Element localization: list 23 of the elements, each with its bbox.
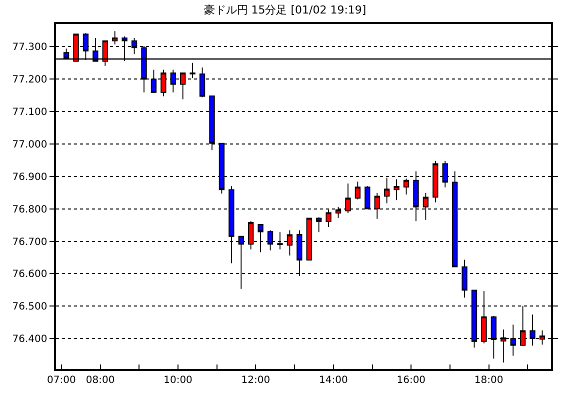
y-tick-label: 76.500 bbox=[12, 302, 48, 313]
y-tick-label: 76.800 bbox=[12, 204, 48, 216]
x-tick-label: 10:00 bbox=[164, 374, 192, 386]
y-tick-label: 76.700 bbox=[12, 236, 48, 248]
y-tick-label: 77.200 bbox=[12, 74, 48, 86]
y-tick-label: 76.900 bbox=[12, 172, 48, 183]
y-tick-label: 77.000 bbox=[12, 139, 48, 150]
y-tick-label: 77.100 bbox=[12, 107, 48, 118]
y-tick-label: 77.300 bbox=[12, 42, 48, 54]
x-tick-label: 12:00 bbox=[241, 374, 270, 386]
x-tick-label: 07:00 bbox=[47, 374, 76, 386]
x-tick-label: 18:00 bbox=[474, 374, 504, 386]
y-tick-label: 76.400 bbox=[12, 334, 48, 346]
x-tick-label: 14:00 bbox=[319, 374, 348, 386]
candlestick bbox=[112, 30, 118, 45]
x-tick-label: 08:00 bbox=[86, 374, 115, 386]
chart-title: 豪ドル円 15分足 [01/02 19:19] bbox=[204, 4, 366, 17]
candlestick bbox=[316, 216, 322, 233]
x-tick-label: 16:00 bbox=[396, 374, 426, 386]
candlestick bbox=[190, 62, 196, 79]
candlestick bbox=[394, 178, 400, 201]
candlestick bbox=[354, 181, 361, 200]
y-tick-label: 76.600 bbox=[12, 269, 48, 280]
